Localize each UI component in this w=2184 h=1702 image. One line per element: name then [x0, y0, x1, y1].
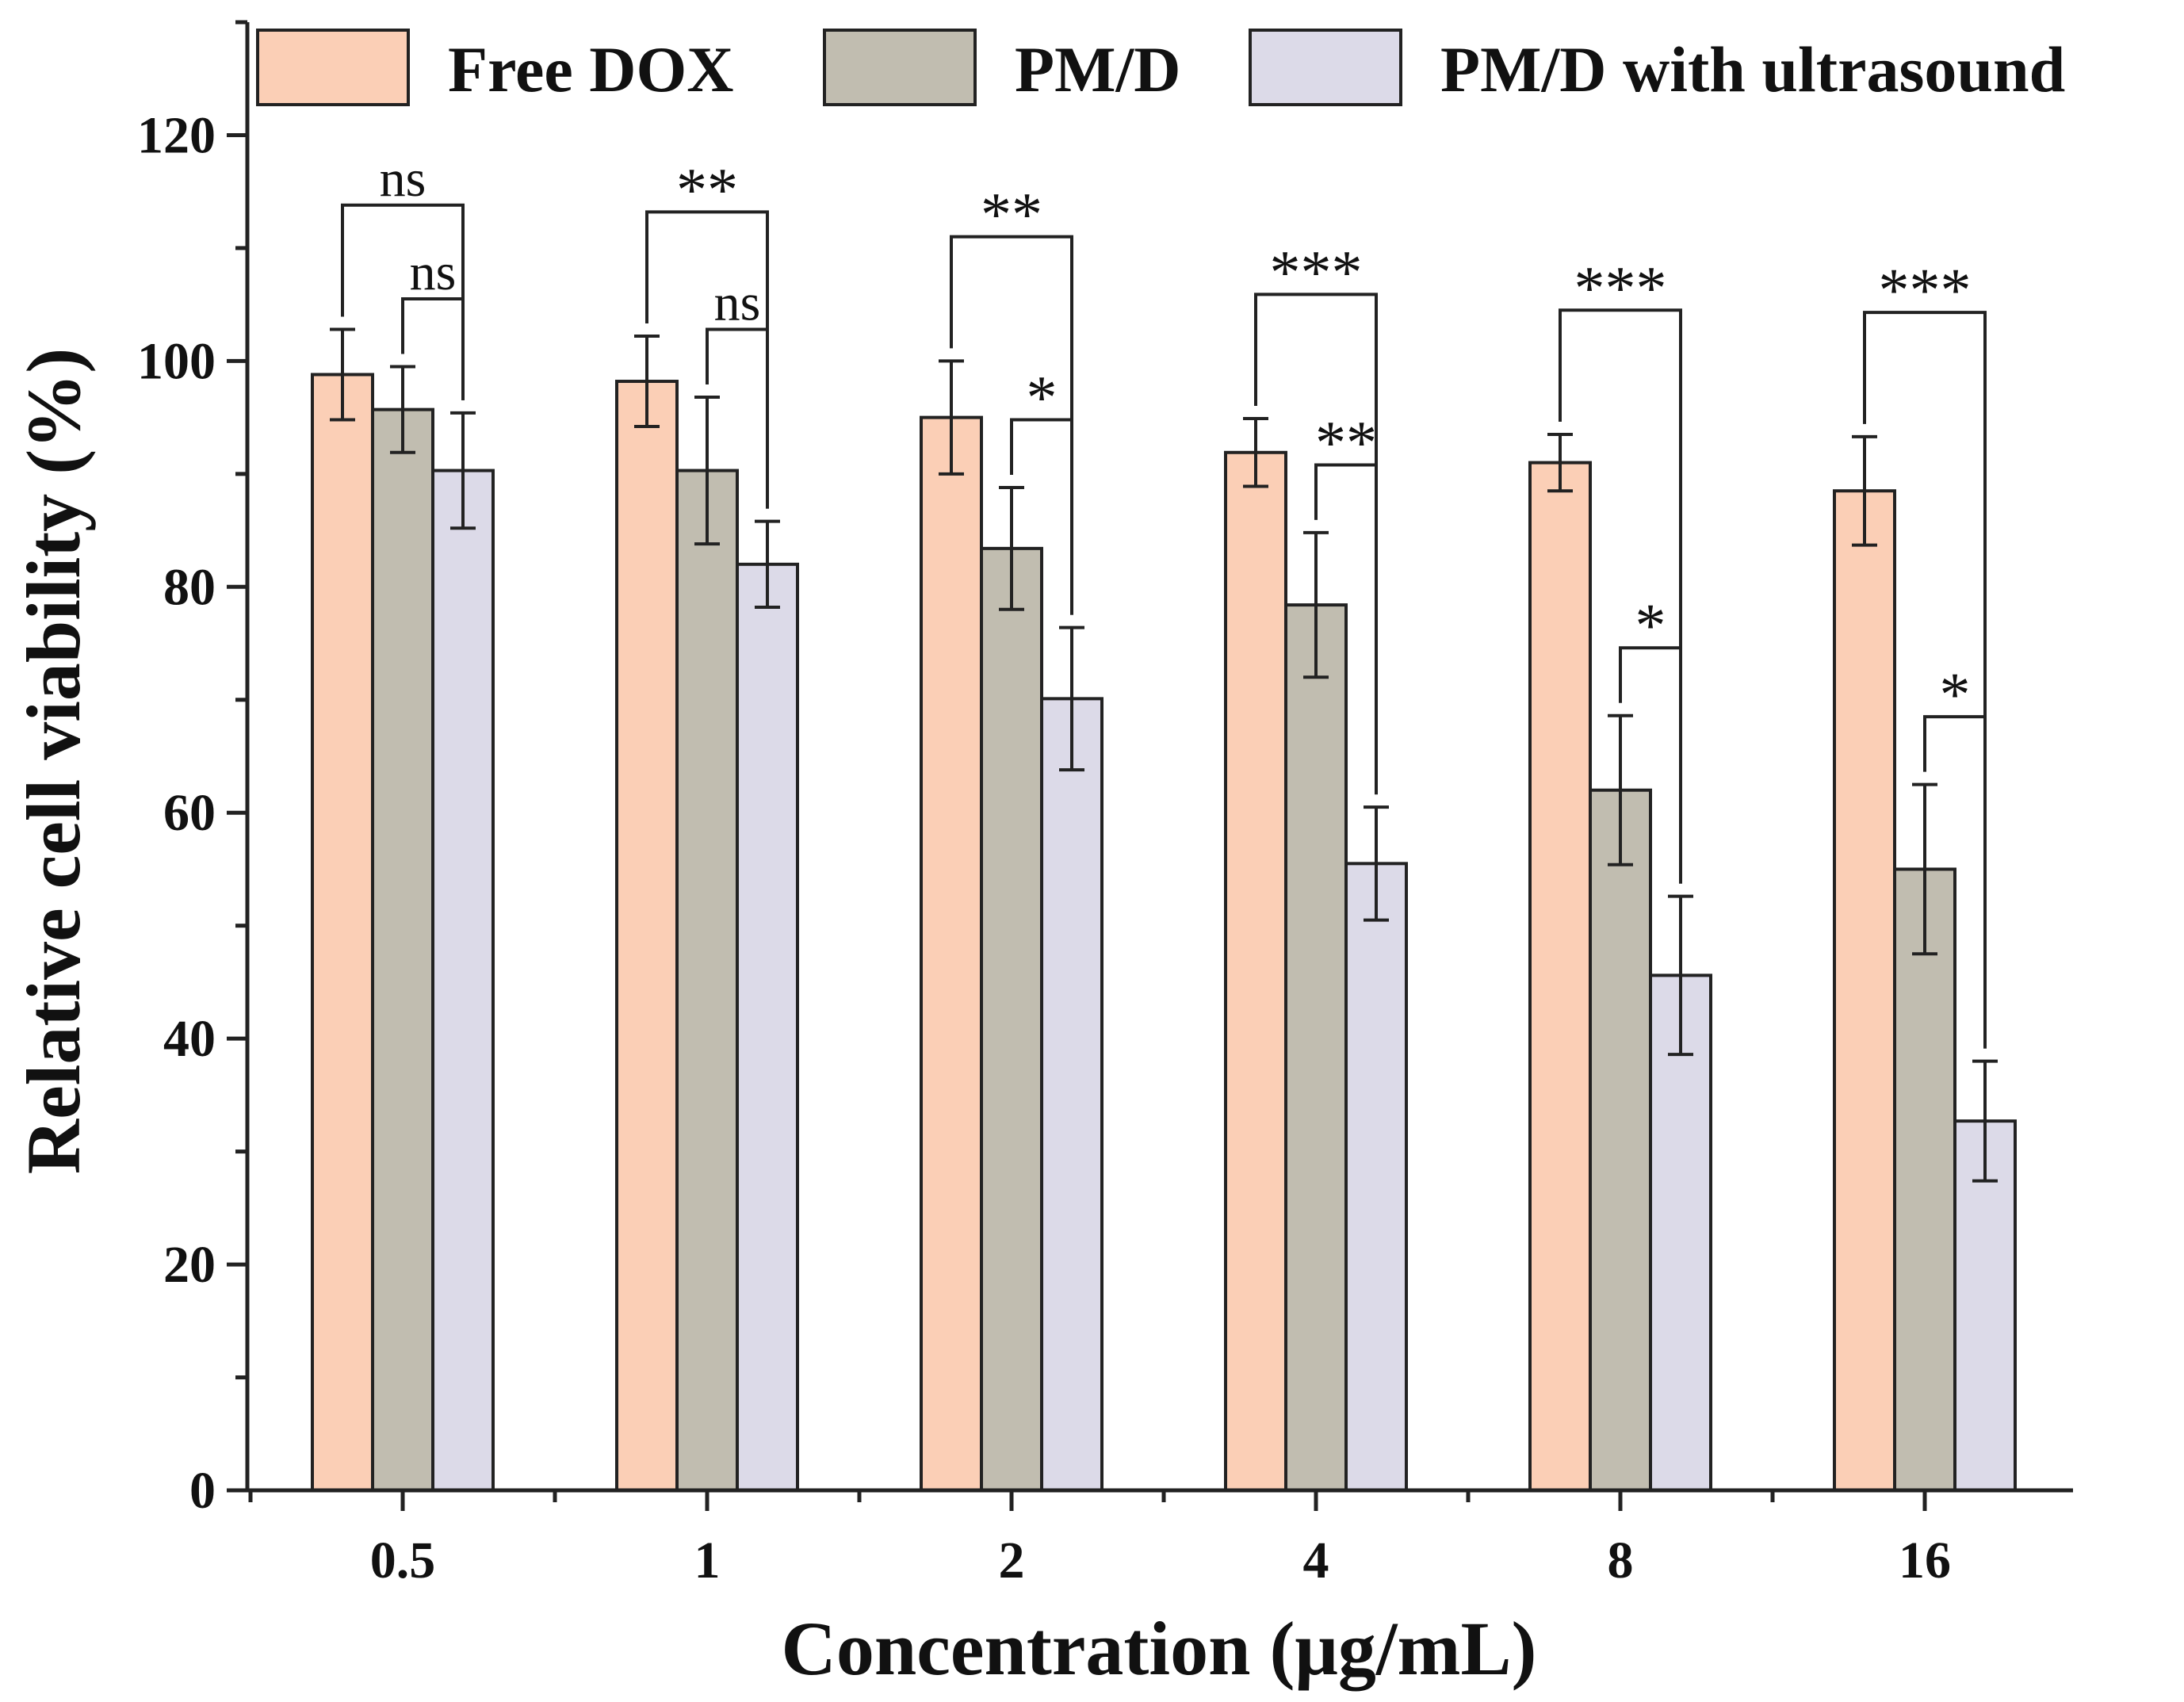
significance-label-8-8: ***: [1574, 253, 1667, 322]
significance-label-8-9: *: [1635, 591, 1666, 660]
legend-label-0: Free DOX: [448, 33, 734, 105]
y-tick-label-80: 80: [163, 558, 216, 616]
significance-label-1-3: ns: [714, 273, 761, 331]
x-tick-label-1: 1: [694, 1532, 721, 1589]
significance-label-1-2: **: [676, 155, 738, 224]
y-tick-label-0: 0: [189, 1462, 216, 1520]
x-tick-label-2: 2: [999, 1532, 1025, 1589]
significance-label-16-11: *: [1940, 660, 1971, 729]
bar-1-series-0: [615, 380, 679, 1492]
significance-bracket-0.5-1: [401, 297, 465, 400]
bar-2-series-0: [920, 415, 983, 1492]
bar-8-series-1: [1589, 788, 1652, 1492]
legend: Free DOX PM/D PM/D with ultrasound: [256, 29, 2065, 106]
x-tick-label-4: 4: [1303, 1532, 1329, 1589]
bar-16-series-1: [1893, 867, 1956, 1492]
bar-4-series-1: [1284, 603, 1348, 1492]
significance-label-0.5-1: ns: [410, 243, 457, 301]
error-bars: [330, 327, 1998, 1183]
bar-4-series-2: [1344, 862, 1408, 1493]
legend-swatch-0: [256, 29, 410, 106]
significance-label-2-4: **: [981, 180, 1042, 249]
y-tick-label-100: 100: [137, 332, 216, 390]
y-tick-label-120: 120: [137, 106, 216, 164]
bar-16-series-2: [1953, 1119, 2017, 1492]
significance-label-4-7: **: [1315, 407, 1377, 476]
x-tick-label-16: 16: [1899, 1532, 1951, 1589]
bar-0.5-series-1: [371, 407, 434, 1492]
significance-bracket-16-10: [1863, 311, 1987, 1049]
bar-8-series-2: [1649, 973, 1712, 1492]
bar-2-series-1: [980, 546, 1043, 1493]
significance-bracket-16-11: [1923, 715, 1987, 1049]
bar-8-series-0: [1528, 461, 1592, 1492]
y-tick-label-40: 40: [163, 1010, 216, 1068]
significance-label-4-6: ***: [1270, 237, 1363, 306]
significance-label-2-5: *: [1027, 362, 1058, 431]
significance-label-16-10: ***: [1879, 255, 1972, 324]
x-axis-title: Concentration (μg/mL): [782, 1606, 1537, 1691]
y-tick-label-20: 20: [163, 1236, 216, 1294]
significance-bracket-4-7: [1314, 463, 1378, 795]
x-tick-label-0.5: 0.5: [370, 1532, 436, 1589]
bars: [311, 373, 2017, 1493]
bar-4-series-0: [1224, 450, 1287, 1492]
bar-16-series-0: [1833, 489, 1896, 1493]
significance-bracket-8-9: [1619, 646, 1682, 884]
significance-bracket-2-5: [1010, 418, 1073, 615]
bar-1-series-1: [675, 469, 739, 1493]
bar-2-series-2: [1040, 697, 1103, 1492]
legend-label-1: PM/D: [1015, 33, 1180, 105]
legend-swatch-1: [823, 29, 977, 106]
significance-bracket-8-8: [1559, 308, 1682, 884]
bar-0.5-series-0: [311, 373, 374, 1493]
x-tick-label-8: 8: [1608, 1532, 1634, 1589]
significance-bracket-1-3: [706, 327, 769, 509]
bar-1-series-2: [736, 562, 799, 1492]
y-tick-label-60: 60: [163, 784, 216, 842]
bar-0.5-series-2: [431, 469, 495, 1493]
legend-label-2: PM/D with ultrasound: [1440, 33, 2065, 105]
axes: 0 20 40 60 80 100 120 0.5 1 2 4 8 16: [137, 20, 2073, 1589]
y-axis-title: Relative cell viability (%): [11, 348, 96, 1174]
significance-label-0.5-0: ns: [380, 150, 426, 208]
legend-swatch-2: [1249, 29, 1402, 106]
